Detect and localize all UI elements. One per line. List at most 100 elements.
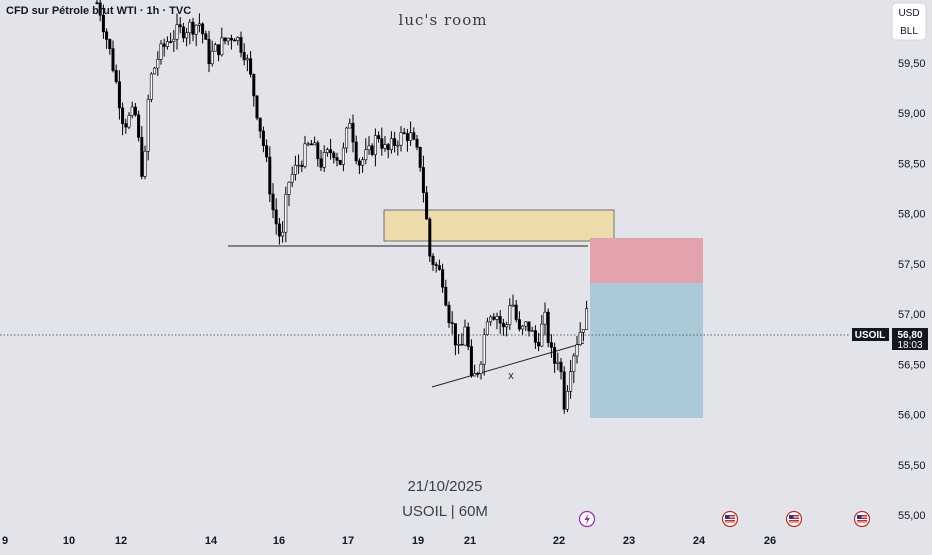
candle-body (162, 43, 166, 47)
trendline[interactable] (431, 342, 585, 388)
candle-body (569, 371, 573, 392)
candle-body (575, 344, 579, 357)
candle-body (261, 130, 265, 146)
candle-body (239, 37, 243, 53)
candle-body (370, 145, 374, 155)
candle-body (274, 209, 278, 225)
candle-body (444, 286, 448, 306)
candle-body (517, 319, 521, 330)
candle-body (297, 164, 301, 167)
candle-body (185, 32, 189, 39)
countdown-text: 18:03 (897, 340, 922, 351)
candle-body (284, 194, 288, 233)
candle-body (559, 361, 563, 373)
candle-body (348, 122, 352, 129)
candle-body (572, 355, 576, 373)
candle-body (421, 167, 425, 193)
currency-unit-button[interactable]: USD BLL (891, 2, 927, 41)
candle-body (482, 334, 486, 365)
us-flag-event-icon[interactable] (721, 510, 739, 528)
candle-body (505, 324, 509, 328)
candle-body (172, 38, 176, 43)
candle-body (268, 156, 272, 195)
lightning-event-icon[interactable] (578, 510, 596, 528)
price-axis[interactable]: 59,50 59,00 58,50 58,00 57,50 57,00 56,50 56,00… (898, 58, 926, 522)
candle-body (447, 304, 451, 324)
candle-body (585, 308, 589, 330)
candle-body (149, 73, 153, 100)
candle-body (213, 44, 217, 52)
candle-body (530, 330, 534, 332)
candle-body (393, 138, 397, 146)
us-flag-event-icon[interactable] (785, 510, 803, 528)
time-tick-label: 16 (273, 535, 285, 547)
candle-body (281, 231, 285, 237)
supply-zone[interactable] (383, 209, 615, 242)
candle-body (508, 305, 512, 326)
candle-body (425, 192, 429, 220)
price-value-text: 56,80 (897, 330, 922, 341)
candle-body (229, 37, 233, 41)
candle-body (133, 106, 137, 116)
candle-body (361, 159, 365, 166)
price-tick-label: 58,00 (898, 209, 926, 221)
candle-body (338, 159, 342, 165)
candle-body (514, 304, 518, 320)
candle-body (357, 160, 361, 166)
candle-body (540, 323, 544, 347)
candle-body (207, 39, 211, 65)
candle-body (495, 316, 499, 320)
candle-body (236, 37, 240, 41)
candle-body (364, 149, 368, 161)
candle-body (114, 70, 118, 82)
candle-body (553, 347, 557, 364)
candle-body (533, 330, 537, 343)
cross-marker: x (508, 370, 514, 382)
candle-body (581, 329, 585, 333)
candle-body (524, 321, 528, 327)
candle-body (146, 99, 150, 152)
candle-body (322, 152, 326, 168)
candle-body (578, 332, 582, 345)
candle-body (383, 144, 387, 149)
candle-body (265, 145, 269, 158)
candle-body (127, 115, 131, 128)
price-tick-label: 56,00 (898, 410, 926, 422)
candle-body (412, 132, 416, 140)
candle-body (220, 37, 224, 56)
candle-body (409, 132, 413, 141)
target-zone[interactable] (590, 283, 703, 418)
us-flag-event-icon[interactable] (853, 510, 871, 528)
symbol-tag-text: USOIL (855, 330, 886, 341)
candle-body (249, 58, 253, 75)
stop-zone[interactable] (590, 238, 703, 283)
candle-body (415, 138, 419, 148)
candle-body (527, 321, 531, 332)
candle-body (402, 132, 406, 134)
candle-body (389, 138, 393, 150)
candle-body (463, 326, 467, 346)
price-tick-label: 55,00 (898, 510, 926, 522)
candle-body (258, 117, 262, 132)
time-tick-label: 14 (205, 535, 218, 547)
symbol-tag (852, 328, 889, 341)
date-annotation: 21/10/2025 (407, 478, 482, 495)
candle-body (242, 52, 246, 61)
candle-body (386, 144, 390, 150)
time-axis[interactable]: 9 10 12 14 16 17 19 21 22 23 24 26 (2, 535, 776, 547)
candle-body (437, 265, 441, 270)
price-tick-label: 57,00 (898, 309, 926, 321)
candle-body (271, 193, 275, 211)
candle-body (431, 255, 435, 265)
candle-body (441, 269, 445, 288)
candle-body (325, 149, 329, 153)
unit-label: BLL (900, 26, 918, 37)
candle-body (210, 50, 214, 65)
currency-unit-box[interactable] (891, 2, 927, 41)
candle-body (98, 2, 102, 16)
candle-body (313, 142, 317, 146)
candle-body (418, 146, 422, 168)
